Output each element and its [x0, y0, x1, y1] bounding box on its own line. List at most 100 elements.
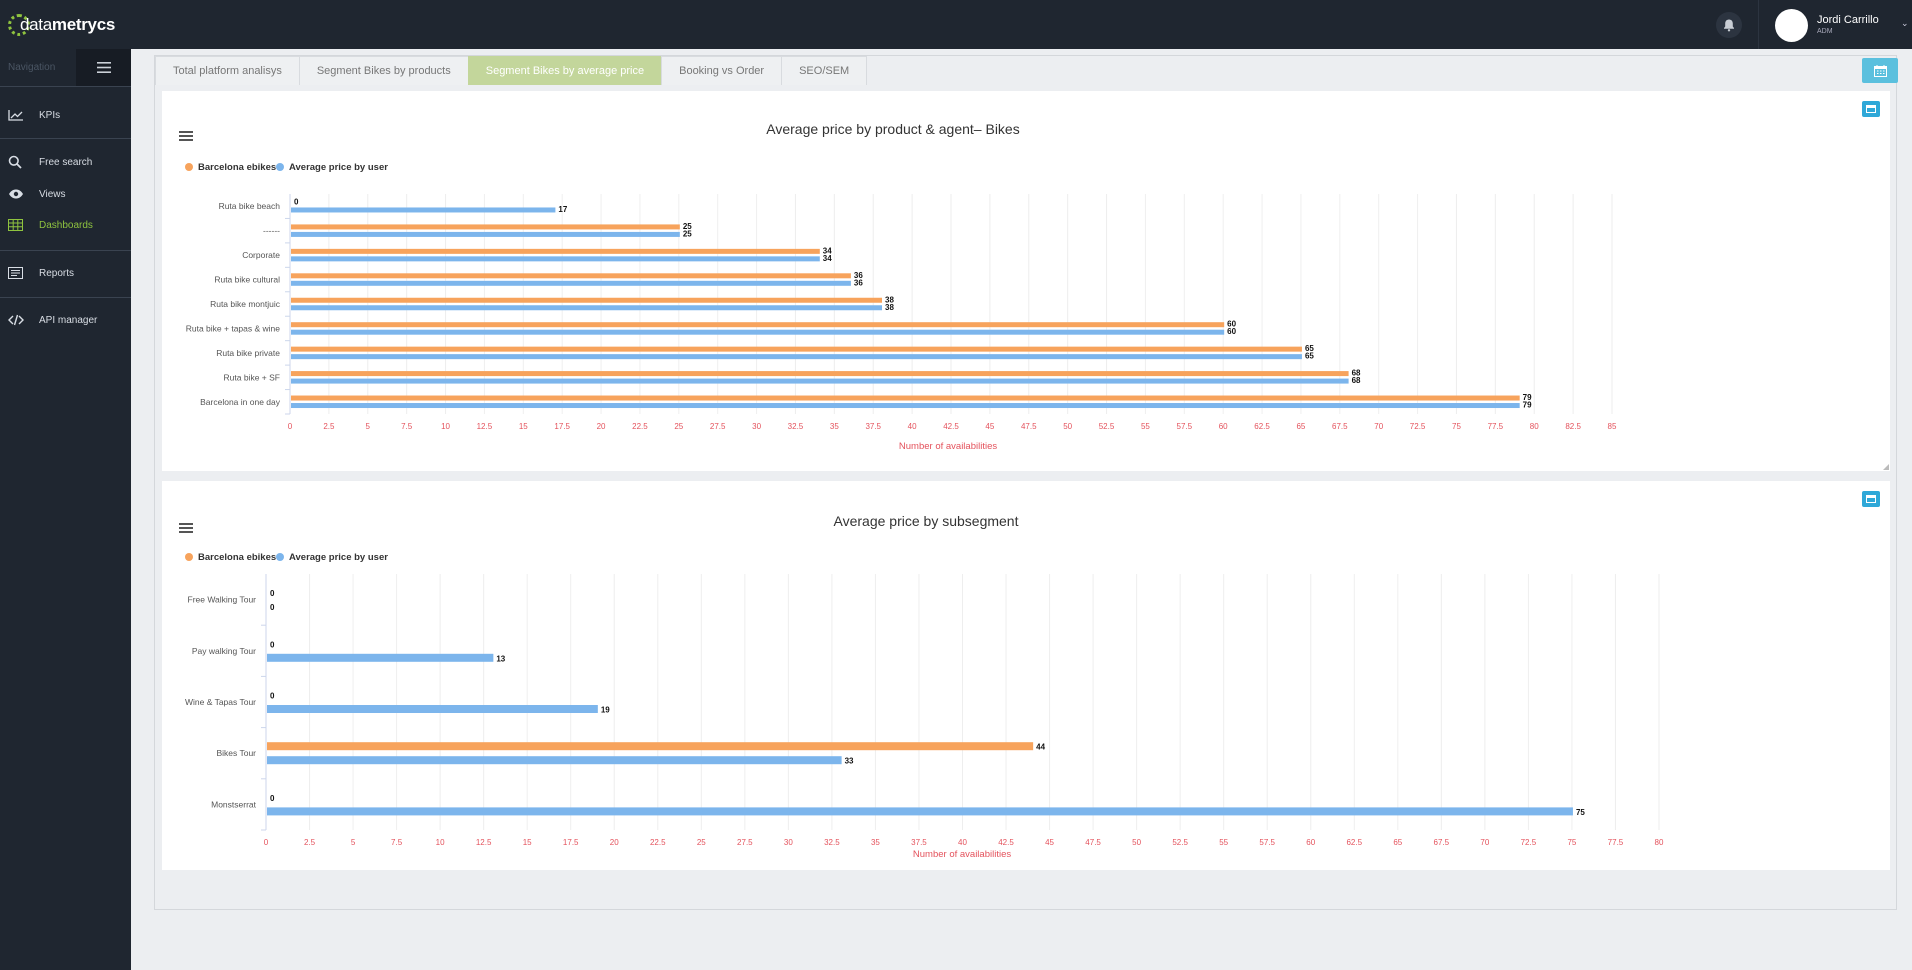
- y-category-label: Ruta bike cultural: [214, 275, 280, 285]
- sidebar-divider: [0, 138, 131, 139]
- x-tick-label: 52.5: [1172, 838, 1188, 847]
- user-role: ADM: [1817, 28, 1833, 35]
- legend-swatch-barcelona-ebikes: [185, 553, 193, 561]
- logo-prefix: data: [20, 15, 52, 34]
- sidebar-item-free-search[interactable]: Free search: [0, 150, 131, 174]
- sidebar-item-label: Dashboards: [39, 219, 93, 231]
- logo[interactable]: data metrycs: [8, 10, 115, 40]
- chart-menu-icon[interactable]: [179, 131, 193, 141]
- sidebar-item-api-manager[interactable]: API manager: [0, 308, 131, 332]
- data-label: 13: [496, 654, 505, 663]
- x-tick-label: 75: [1567, 838, 1576, 847]
- tab-segment-by-products[interactable]: Segment Bikes by products: [298, 56, 469, 85]
- sidebar-heading: Navigation: [8, 62, 56, 73]
- sidebar-divider: [0, 297, 131, 298]
- y-category-label: Corporate: [242, 250, 280, 260]
- x-tick-label: 40: [958, 838, 967, 847]
- bar: [267, 742, 1034, 751]
- x-tick-label: 77.5: [1608, 838, 1624, 847]
- tab-total-platform[interactable]: Total platform analisys: [155, 56, 300, 85]
- x-tick-label: 20: [597, 422, 606, 431]
- x-tick-label: 57.5: [1177, 422, 1193, 431]
- menu-toggle-icon[interactable]: [76, 49, 131, 86]
- calendar-button[interactable]: [1862, 58, 1898, 83]
- x-tick-label: 42.5: [943, 422, 959, 431]
- x-tick-label: 0: [288, 422, 293, 431]
- x-axis-title: Number of availabilities: [899, 441, 997, 452]
- data-label: 25: [683, 229, 692, 238]
- y-category-label: Monstserrat: [211, 799, 257, 809]
- x-tick-label: 42.5: [998, 838, 1014, 847]
- tab-booking-vs-order[interactable]: Booking vs Order: [661, 56, 783, 85]
- legend-label: Barcelona ebikes: [198, 162, 276, 173]
- x-tick-label: 45: [1045, 838, 1054, 847]
- bar: [291, 346, 1302, 352]
- y-category-label: Ruta bike montjuic: [210, 299, 281, 309]
- y-category-label: ------: [263, 226, 280, 236]
- chart-menu-icon[interactable]: [179, 523, 193, 533]
- bar: [291, 207, 556, 213]
- y-category-label: Bikes Tour: [216, 748, 256, 758]
- x-tick-label: 5: [366, 422, 371, 431]
- user-name: Jordi Carrillo: [1817, 14, 1879, 26]
- data-label: 19: [601, 706, 610, 715]
- x-tick-label: 60: [1306, 838, 1315, 847]
- bar: [267, 653, 494, 662]
- legend-label: Average price by user: [289, 552, 388, 563]
- x-tick-label: 80: [1655, 838, 1664, 847]
- x-axis-title: Number of availabilities: [913, 849, 1011, 860]
- x-tick-label: 2.5: [304, 838, 316, 847]
- expand-panel-button[interactable]: [1862, 491, 1880, 507]
- maximize-icon: [1866, 105, 1876, 113]
- bar: [291, 371, 1349, 377]
- code-icon: [8, 314, 26, 326]
- legend-swatch-barcelona-ebikes: [185, 163, 193, 171]
- user-menu[interactable]: Jordi Carrillo ADM ⌄: [1758, 0, 1912, 49]
- calendar-icon: [1873, 64, 1887, 77]
- x-tick-label: 60: [1219, 422, 1228, 431]
- legend-swatch-average-price: [276, 163, 284, 171]
- data-label: 34: [823, 254, 832, 263]
- avatar[interactable]: [1775, 9, 1808, 42]
- data-label: 36: [854, 271, 863, 280]
- sidebar-item-kpis[interactable]: KPIs: [0, 103, 131, 127]
- y-category-label: Ruta bike + SF: [224, 372, 280, 382]
- notifications-bell-icon[interactable]: [1716, 12, 1742, 38]
- report-icon: [8, 267, 26, 279]
- sidebar-item-views[interactable]: Views: [0, 182, 131, 206]
- tab-seo-sem[interactable]: SEO/SEM: [781, 56, 868, 85]
- x-tick-label: 17.5: [563, 838, 579, 847]
- x-tick-label: 65: [1393, 838, 1402, 847]
- x-tick-label: 80: [1530, 422, 1539, 431]
- expand-panel-button[interactable]: [1862, 101, 1880, 117]
- data-label: 0: [270, 589, 275, 598]
- x-tick-label: 25: [697, 838, 706, 847]
- legend-label: Barcelona ebikes: [198, 552, 276, 563]
- sidebar-item-label: KPIs: [39, 109, 61, 121]
- y-category-label: Pay walking Tour: [192, 646, 256, 656]
- x-tick-label: 35: [871, 838, 880, 847]
- bar: [291, 403, 1520, 409]
- legend-label: Average price by user: [289, 162, 388, 173]
- data-label: 0: [270, 692, 275, 701]
- x-tick-label: 70: [1480, 838, 1489, 847]
- sidebar-item-dashboards[interactable]: Dashboards: [0, 213, 131, 237]
- data-label: 79: [1523, 393, 1532, 402]
- x-tick-label: 37.5: [911, 838, 927, 847]
- x-tick-label: 70: [1374, 422, 1383, 431]
- chevron-down-icon[interactable]: ⌄: [1901, 18, 1909, 28]
- chart-legend: Barcelona ebikes Average price by user: [185, 552, 388, 563]
- bar: [291, 354, 1302, 360]
- sidebar-item-reports[interactable]: Reports: [0, 261, 131, 285]
- x-tick-label: 2.5: [323, 422, 335, 431]
- data-label: 33: [845, 757, 854, 766]
- bar: [291, 297, 883, 303]
- x-tick-label: 52.5: [1099, 422, 1115, 431]
- data-label: 38: [885, 303, 894, 312]
- x-tick-label: 15: [523, 838, 532, 847]
- chart-legend: Barcelona ebikes Average price by user: [185, 162, 388, 173]
- bar: [267, 756, 842, 765]
- x-tick-label: 77.5: [1488, 422, 1504, 431]
- resize-handle-icon[interactable]: [1883, 464, 1889, 470]
- tab-segment-by-average-price[interactable]: Segment Bikes by average price: [467, 56, 663, 85]
